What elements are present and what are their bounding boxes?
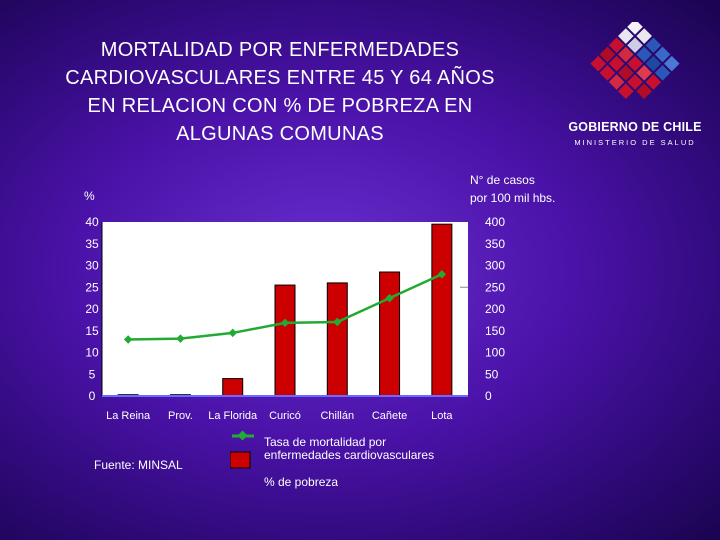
bar — [326, 282, 348, 397]
y-tick-label: 25 — [85, 280, 99, 294]
chart-title: MORTALIDAD POR ENFERMEDADES CARDIOVASCUL… — [10, 36, 550, 148]
y2-tick-label: 350 — [485, 237, 505, 251]
y2-axis-label-line-1: N° de casos — [470, 173, 535, 187]
title-line-3: EN RELACION CON % DE POBREZA EN — [87, 95, 473, 117]
gobierno-logo: GOBIERNO DE CHILE MINISTERIO DE SALUD — [560, 19, 710, 152]
y-tick-label: 10 — [85, 346, 99, 360]
bar — [431, 223, 453, 397]
legend-line-label: Tasa de mortalidad por enfermedades card… — [264, 436, 434, 462]
x-tick-label: Chillán — [320, 410, 354, 422]
line-point — [385, 293, 394, 303]
line-point — [280, 318, 290, 328]
line-point — [333, 317, 342, 327]
x-tick-label: La Florida — [208, 410, 258, 422]
y2-tick-label: 100 — [485, 346, 505, 360]
y-tick-label: 5 — [89, 367, 96, 381]
x-tick-label: Cañete — [372, 410, 407, 422]
source-note: Fuente: MINSAL — [94, 458, 183, 472]
y2-tick-label: 200 — [485, 302, 505, 316]
title-line-2: CARDIOVASCULARES ENTRE 45 Y 64 AÑOS — [65, 67, 495, 89]
y2-tick-label: 150 — [485, 324, 505, 338]
legend-bar-label: % de pobreza — [264, 475, 339, 489]
y-tick-label: 20 — [85, 302, 99, 316]
bar — [274, 284, 296, 397]
y2-tick-label: 0 — [485, 389, 492, 403]
x-tick-label: La Reina — [106, 410, 151, 422]
line-point — [176, 334, 185, 343]
legend-bar-swatch — [230, 451, 251, 469]
legend-line-label-2: enfermedades cardiovasculares — [264, 448, 435, 462]
y-tick-label: 0 — [89, 389, 96, 403]
title-line-4: ALGUNAS COMUNAS — [176, 123, 384, 145]
x-tick-label: Curicó — [269, 410, 301, 422]
y-tick-label: 30 — [85, 259, 99, 273]
line-point — [228, 328, 237, 338]
logo-name: GOBIERNO DE CHILE — [568, 120, 702, 134]
logo-subtitle: MINISTERIO DE SALUD — [574, 138, 696, 147]
y-tick-label: 40 — [85, 215, 99, 229]
bar — [222, 378, 244, 397]
x-tick-label: Lota — [431, 410, 453, 422]
plot-area: 0510152025303540050100150200250300350400… — [85, 215, 505, 422]
bar — [379, 271, 401, 397]
x-tick-label: Prov. — [168, 410, 193, 422]
legend-line-marker — [237, 430, 248, 441]
y-tick-label: 35 — [85, 237, 99, 251]
line-point — [437, 269, 447, 279]
y2-tick-label: 50 — [485, 367, 499, 381]
legend-line-label-1: Tasa de mortalidad por — [264, 435, 387, 449]
gobierno-logo-mark-icon — [590, 19, 680, 99]
y2-tick-label: 250 — [485, 280, 505, 294]
legend-swatches — [230, 430, 254, 469]
y2-axis-label-line-2: por 100 mil hbs. — [470, 191, 555, 205]
y-axis-label: % — [84, 189, 95, 203]
y2-tick-label: 300 — [485, 259, 505, 273]
y-tick-label: 15 — [85, 324, 99, 338]
title-line-1: MORTALIDAD POR ENFERMEDADES — [100, 39, 460, 61]
y2-tick-label: 400 — [485, 215, 505, 229]
